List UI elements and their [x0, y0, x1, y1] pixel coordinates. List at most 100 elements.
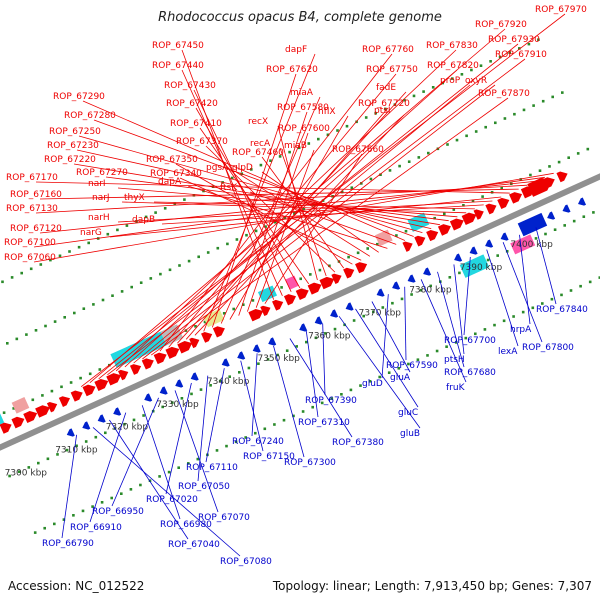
tick-mark — [6, 342, 9, 345]
tick-mark — [548, 165, 551, 168]
tick-mark — [264, 225, 267, 228]
tick-mark — [333, 327, 337, 331]
forward-gene-shape — [248, 308, 264, 322]
tick-mark — [73, 311, 76, 315]
tick-mark — [129, 488, 133, 491]
gene-label-upper: ROP_67750 — [366, 65, 418, 75]
tick-mark — [529, 173, 532, 177]
gene-label-upper: ROP_67910 — [495, 50, 547, 60]
gene-label-upper: miaA — [290, 88, 314, 98]
forward-gene — [0, 422, 12, 434]
scale-label: 7330 kbp — [156, 400, 199, 410]
feature-block — [374, 229, 393, 247]
gene-label-lower: ROP_67310 — [298, 418, 350, 428]
leader-line-upper — [255, 149, 315, 308]
forward-gene-shape — [497, 197, 510, 210]
tick-mark — [429, 284, 432, 288]
forward-gene-shape — [82, 384, 96, 397]
tick-mark — [187, 462, 190, 465]
gene-label-upper: dapA — [158, 177, 182, 187]
tick-mark — [553, 228, 557, 231]
leader-line-lower — [420, 279, 467, 383]
tick-mark — [592, 211, 595, 214]
tick-mark — [247, 366, 251, 370]
forward-gene — [106, 373, 122, 386]
tick-mark — [100, 501, 104, 504]
gene-label-upper: narH — [88, 213, 110, 223]
reverse-gene-shape — [237, 351, 246, 360]
forward-gene — [331, 273, 342, 284]
scale-label: 7370 kbp — [359, 308, 402, 318]
tick-mark — [139, 483, 142, 487]
gene-label-upper: ptsI — [374, 106, 391, 116]
tick-mark — [561, 91, 564, 94]
leader-line-lower — [205, 368, 225, 463]
leader-line-upper — [107, 58, 526, 376]
tick-mark — [471, 199, 475, 203]
tick-mark — [567, 156, 570, 159]
leader-line-upper — [33, 172, 554, 263]
gene-label-upper: ROP_67600 — [278, 124, 330, 134]
tick-mark — [72, 514, 75, 517]
feature-block-shape — [510, 234, 536, 255]
chart-title: Rhodococcus opacus B4, complete genome — [158, 10, 442, 25]
reverse-gene-shape — [485, 239, 494, 248]
tick-mark — [69, 381, 73, 384]
scale-label: 7340 kbp — [207, 377, 250, 387]
tick-mark — [479, 64, 483, 67]
reverse-gene — [190, 372, 199, 381]
gene-label-upper: miaB — [284, 141, 307, 151]
tick-mark — [144, 215, 148, 219]
forward-gene-shape — [106, 373, 122, 386]
gene-label-lower: gluA — [390, 373, 411, 383]
leader-line-lower — [404, 286, 407, 361]
forward-gene-shape — [201, 331, 213, 343]
tick-mark — [101, 298, 105, 302]
forward-gene — [141, 358, 154, 370]
tick-mark — [391, 301, 394, 305]
gene-label-upper: ROP_67120 — [10, 224, 62, 234]
reverse-gene-shape — [159, 386, 168, 395]
forward-gene-shape — [437, 224, 451, 236]
feature-block-shape — [203, 308, 225, 328]
tick-mark — [46, 457, 50, 461]
tick-mark — [435, 349, 439, 353]
tick-mark — [551, 95, 554, 99]
gene-label-upper: narG — [80, 228, 102, 238]
gene-label-upper: dapF — [285, 45, 307, 55]
reverse-gene — [392, 281, 401, 290]
leader-line-upper — [115, 49, 457, 372]
gene-label-upper: ROP_67100 — [4, 238, 56, 248]
gene-label-upper: narI — [88, 179, 106, 189]
forward-gene — [402, 241, 413, 252]
accession-text: Accession: NC_012522 — [8, 579, 145, 593]
leader-line-upper — [150, 97, 509, 356]
gene-label-lower: ROP_67040 — [168, 540, 220, 550]
leader-line-upper — [238, 111, 308, 316]
forward-gene — [11, 416, 25, 429]
reverse-gene-shape — [578, 197, 587, 206]
forward-gene-shape — [527, 177, 553, 197]
tick-mark — [374, 111, 377, 115]
tick-mark — [238, 371, 241, 374]
tick-mark — [416, 358, 420, 361]
tick-mark — [398, 164, 401, 168]
reverse-gene-shape — [376, 288, 385, 297]
forward-gene — [461, 212, 477, 226]
tick-mark — [307, 142, 311, 145]
tick-mark — [445, 345, 448, 348]
tick-mark — [225, 444, 228, 448]
tick-mark — [328, 264, 331, 268]
tick-mark — [269, 159, 272, 162]
tick-mark — [206, 251, 210, 254]
leader-line-upper — [117, 187, 458, 218]
leader-line-lower — [355, 308, 419, 408]
tick-mark — [500, 186, 503, 190]
topology-text: Topology: linear; Length: 7,913,450 bp; … — [272, 579, 592, 593]
forward-gene — [485, 203, 497, 215]
forward-gene-shape — [153, 352, 167, 365]
forward-gene-shape — [189, 337, 200, 349]
tick-mark — [263, 427, 267, 431]
tick-mark — [20, 271, 23, 275]
tick-mark — [199, 388, 203, 391]
